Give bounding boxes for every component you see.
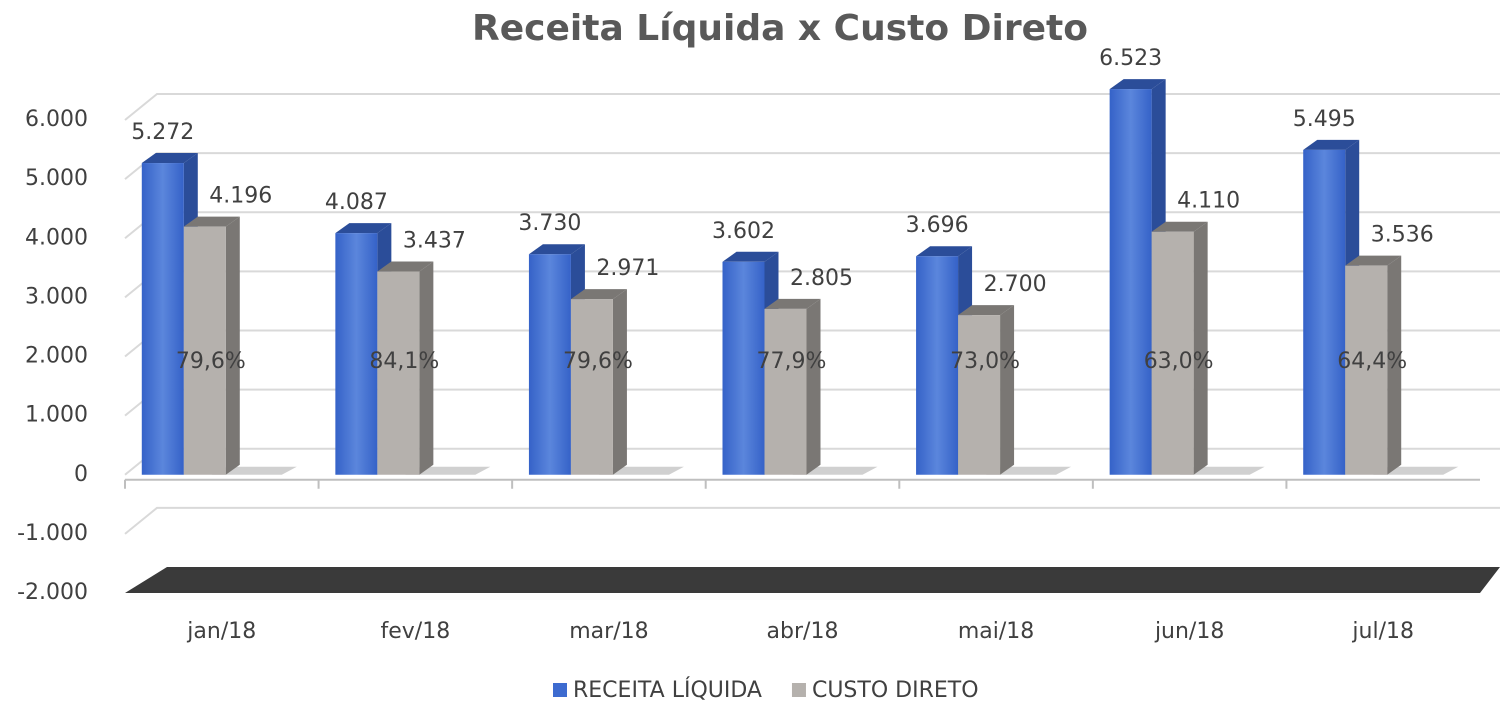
annotation: 77,9% [757, 349, 827, 374]
bar [1345, 255, 1402, 475]
bar [1151, 221, 1208, 475]
bar-top [764, 298, 821, 309]
bar-top [958, 305, 1015, 316]
bar-top [570, 289, 627, 300]
bar [377, 261, 434, 475]
data-label: 5.495 [1293, 107, 1356, 132]
grid-line [124, 93, 1500, 121]
bar-front [335, 233, 378, 475]
bar-front [1151, 231, 1194, 475]
y-tick-label: 3.000 [25, 284, 88, 309]
legend-swatch [553, 683, 567, 697]
annotation: 73,0% [950, 349, 1020, 374]
bar-top [141, 153, 198, 164]
bar [570, 289, 627, 475]
bar-side [419, 261, 434, 475]
bar-front [764, 308, 807, 475]
grid-line [124, 152, 1500, 180]
legend-label: CUSTO DIRETO [812, 678, 979, 703]
bar-front [916, 256, 959, 475]
bar-side [612, 289, 627, 475]
bar-front [1109, 89, 1152, 475]
data-label: 3.696 [906, 213, 969, 238]
bar [958, 305, 1015, 475]
data-label: 5.272 [131, 120, 194, 145]
bar-front [183, 226, 226, 475]
bar-top [916, 246, 973, 257]
grid-line [124, 211, 1500, 240]
bar-top [1151, 221, 1208, 232]
floor [125, 567, 1500, 593]
data-label: 6.523 [1099, 46, 1162, 71]
bar-front [1345, 265, 1388, 475]
y-tick-label: 4.000 [25, 225, 88, 250]
bar-front [958, 315, 1001, 475]
x-tick-label: fev/18 [380, 619, 450, 644]
y-tick-label: -2.000 [17, 580, 88, 605]
chart-title: Receita Líquida x Custo Direto [472, 8, 1088, 49]
x-tick-label: jul/18 [1351, 619, 1414, 644]
bar-top [377, 261, 434, 272]
data-label: 3.536 [1371, 223, 1434, 248]
data-label: 4.196 [209, 184, 272, 209]
legend-swatch [791, 683, 806, 697]
bar-front [377, 271, 420, 475]
data-label: 3.602 [712, 219, 775, 244]
bar-side [806, 298, 821, 475]
annotation: 79,6% [176, 349, 246, 374]
bar-top [1345, 255, 1402, 266]
annotation: 64,4% [1337, 349, 1407, 374]
bar-top [722, 251, 779, 262]
bar-front [141, 163, 184, 475]
data-label: 2.805 [790, 266, 853, 291]
x-tick-label: jun/18 [1154, 619, 1224, 644]
y-tick-label: 5.000 [25, 166, 88, 191]
data-label: 3.730 [518, 211, 581, 236]
y-tick-label: 0 [74, 462, 88, 487]
bar-top [335, 223, 392, 234]
bar-top [183, 216, 240, 227]
x-tick-label: jan/18 [186, 619, 256, 644]
x-tick-label: abr/18 [767, 619, 839, 644]
annotation: 63,0% [1144, 349, 1214, 374]
y-tick-label: 1.000 [25, 403, 88, 428]
grid-line [124, 506, 1500, 535]
bar-front [1303, 149, 1346, 475]
bar-side [1193, 221, 1208, 475]
bar-front [528, 254, 571, 475]
legend-label: RECEITA LÍQUIDA [573, 677, 762, 703]
x-tick-label: mai/18 [958, 619, 1034, 644]
bar-side [225, 216, 240, 475]
data-label: 2.700 [984, 272, 1047, 297]
bar [764, 298, 821, 475]
annotation: 84,1% [369, 349, 439, 374]
bar-side [1000, 305, 1015, 475]
bar-top [1303, 139, 1360, 150]
bar-front [570, 299, 613, 475]
y-tick-label: 2.000 [25, 344, 88, 369]
annotation: 79,6% [563, 349, 633, 374]
x-tick-label: mar/18 [569, 619, 648, 644]
bar-top [528, 244, 585, 255]
data-label: 2.971 [596, 256, 659, 281]
data-label: 4.110 [1177, 189, 1240, 214]
bar [183, 216, 240, 475]
y-tick-label: 6.000 [25, 107, 88, 132]
data-label: 4.087 [325, 190, 388, 215]
bar-side [1387, 255, 1402, 475]
y-tick-label: -1.000 [17, 521, 88, 546]
bar-front [722, 261, 765, 475]
bar-top [1109, 79, 1166, 90]
data-label: 3.437 [403, 229, 466, 254]
